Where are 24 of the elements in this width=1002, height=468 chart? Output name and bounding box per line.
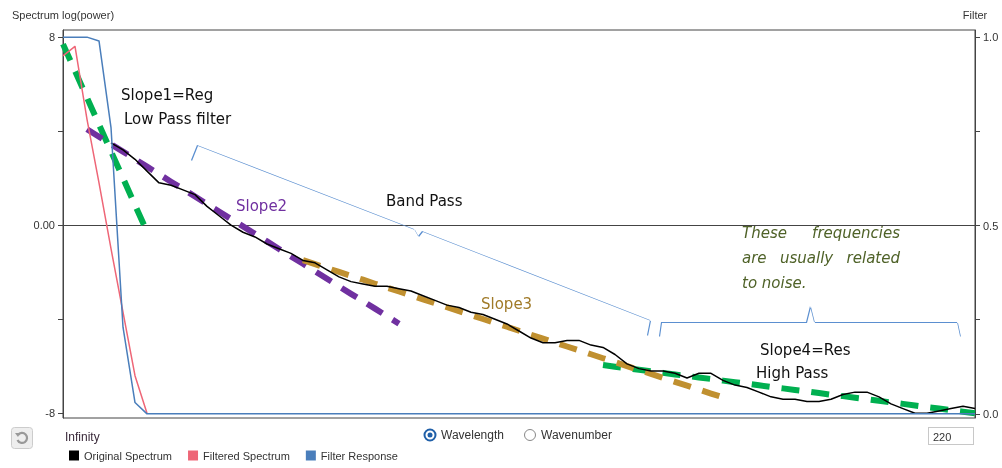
line-series xyxy=(110,142,976,415)
legend-label: Filter Response xyxy=(320,449,398,462)
y-tick-label: -8 xyxy=(45,407,55,420)
text: Wavelength xyxy=(441,428,504,442)
annotation: These frequencies are usually related to noise. xyxy=(742,223,900,294)
y-axis-title: Spectrum log(power) xyxy=(11,8,115,21)
y2-tick-label: 1.0 xyxy=(983,31,999,44)
annotation: Low Pass filter xyxy=(124,110,232,128)
y-tick-label: 0.00 xyxy=(33,219,55,232)
y2-tick-label: 0.5 xyxy=(983,219,999,232)
annotation: Slope2 xyxy=(236,197,288,215)
y2-tick-label: 0.0 xyxy=(983,407,999,420)
annotation: High Pass xyxy=(756,364,829,382)
annotation: Slope3 xyxy=(481,295,533,313)
text: Wavenumber xyxy=(541,428,612,442)
text: Infinity xyxy=(65,430,100,444)
legend-label: Original Spectrum xyxy=(84,449,173,462)
annotation: Slope4=Res xyxy=(760,341,851,359)
y2-axis-title: Filter xyxy=(962,8,988,21)
text-field[interactable]: 220 xyxy=(928,427,974,445)
annotation: Slope1=Reg xyxy=(121,86,214,104)
annotation: Band Pass xyxy=(386,192,463,210)
legend-label: Filtered Spectrum xyxy=(203,449,290,462)
y-tick-label: 8 xyxy=(48,31,55,44)
